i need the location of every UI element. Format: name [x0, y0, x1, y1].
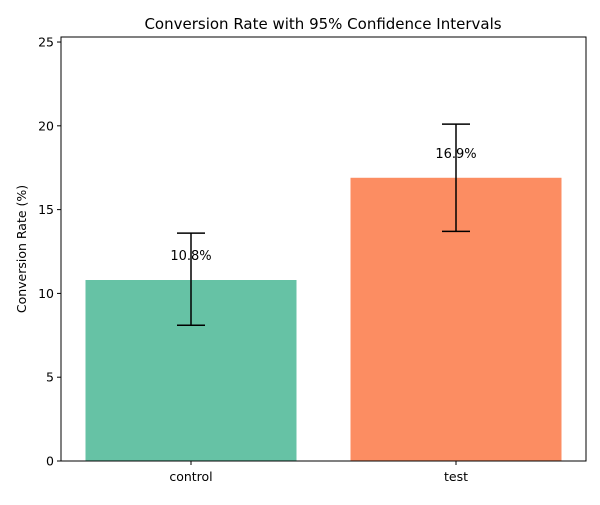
value-label-control: 10.8% [170, 249, 211, 264]
plot-frame [60, 36, 587, 462]
y-ticks-layer: 0 5 10 15 20 25 [38, 35, 61, 469]
x-tick-label-control: control [169, 469, 212, 484]
y-tick-label-0: 0 [46, 454, 54, 469]
bars-layer [85, 177, 562, 461]
x-ticks-layer: control test [169, 461, 468, 484]
y-tick-label-10: 10 [38, 286, 54, 301]
x-tick-label-test: test [444, 469, 468, 484]
y-tick-label-25: 25 [38, 35, 54, 50]
y-tick-label-5: 5 [46, 370, 54, 385]
y-axis-label: Conversion Rate (%) [14, 185, 29, 313]
error-bars-layer [177, 123, 470, 327]
value-label-test: 16.9% [435, 147, 476, 162]
value-labels-layer: 10.8% 16.9% [170, 147, 476, 264]
chart-title: Conversion Rate with 95% Confidence Inte… [144, 15, 501, 33]
y-tick-label-20: 20 [38, 118, 54, 133]
y-tick-label-15: 15 [38, 202, 54, 217]
